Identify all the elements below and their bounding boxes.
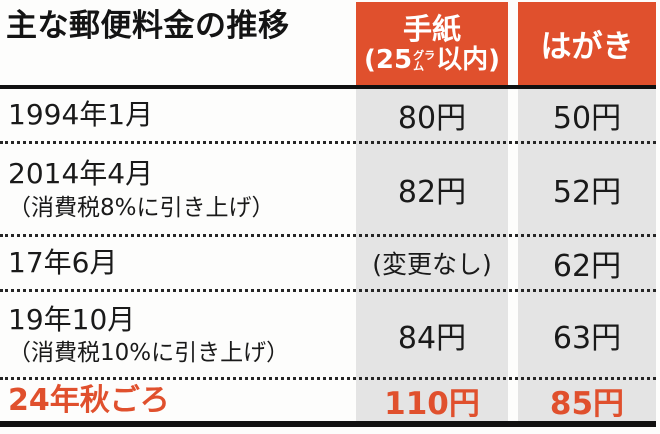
column-header-postcard: はがき: [518, 2, 656, 85]
gram-ruby-text: グラム: [413, 48, 436, 74]
postcard-price-cell: 63円: [552, 320, 622, 356]
table-row: 2014年4月 （消費税8%に引き上げ） 82円 52円: [0, 144, 660, 234]
letter-header-label: 手紙: [402, 12, 461, 47]
date-cell: 19年10月 （消費税10%に引き上げ）: [8, 292, 289, 377]
postcard-column-background: [518, 89, 656, 421]
postcard-header-label: はがき: [540, 29, 634, 65]
letter-price-cell: 110円: [384, 386, 480, 422]
letter-price-cell: 80円: [397, 101, 467, 136]
table-title: 主な郵便料金の推移: [6, 8, 290, 44]
date-cell: 1994年1月: [8, 98, 154, 132]
table-row: 1994年1月 80円 50円: [0, 89, 660, 141]
date-cell: 17年6月: [8, 246, 118, 280]
table-bottom-border: [0, 421, 656, 427]
column-header-letter: 手紙 (25 グラム以内): [356, 2, 508, 85]
letter-price-cell: 82円: [397, 175, 467, 210]
postcard-price-cell: 62円: [552, 249, 622, 284]
header-divider: [0, 85, 656, 89]
tax-note: （消費税8%に引き上げ）: [8, 194, 275, 221]
postcard-price-cell: 52円: [552, 175, 622, 210]
date-cell: 24年秋ごろ: [8, 382, 170, 418]
row-divider: [0, 234, 656, 237]
table-row: 17年6月 (変更なし) 62円: [0, 237, 660, 289]
postcard-price-cell: 85円: [549, 386, 625, 422]
row-divider: [0, 377, 656, 380]
table-row-highlighted: 24年秋ごろ 110円 85円: [0, 380, 660, 423]
row-divider: [0, 141, 656, 144]
letter-header-sublabel: (25 グラム以内): [364, 44, 500, 75]
letter-column-background: [356, 89, 508, 421]
letter-price-cell: (変更なし): [372, 250, 492, 279]
date-cell: 2014年4月 （消費税8%に引き上げ）: [8, 144, 275, 234]
tax-note: （消費税10%に引き上げ）: [8, 340, 290, 367]
letter-price-cell: 84円: [397, 320, 467, 356]
postcard-price-cell: 50円: [552, 101, 622, 136]
table-row: 19年10月 （消費税10%に引き上げ） 84円 63円: [0, 292, 660, 377]
row-divider: [0, 289, 656, 292]
